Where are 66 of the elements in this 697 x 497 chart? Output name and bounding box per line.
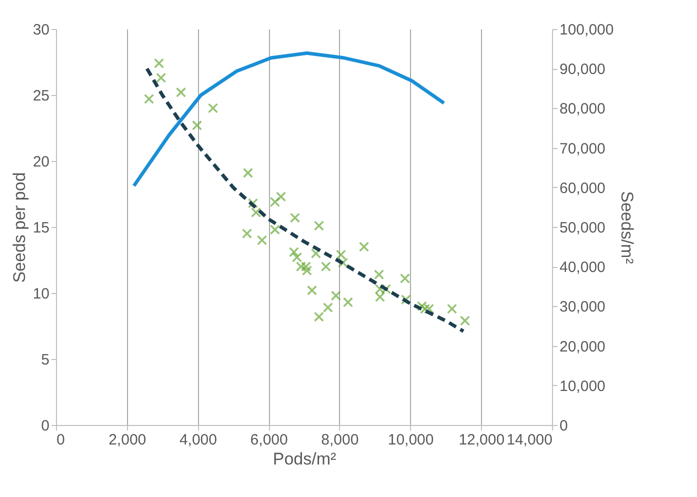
y2-tick-label: 80,000	[560, 100, 606, 118]
x-tick-label: 14,000	[506, 432, 552, 448]
x-tick-label: 4,000	[179, 432, 217, 448]
point	[400, 294, 412, 305]
y-tick-label: 15	[32, 220, 50, 236]
x-tick-label: 6,000	[250, 432, 288, 448]
point	[270, 224, 280, 235]
y2-tick-label: 20,000	[560, 338, 606, 356]
y-tick-label: 0	[41, 418, 50, 434]
point	[154, 58, 164, 68]
point	[144, 94, 154, 104]
point	[192, 120, 202, 130]
line-series	[132, 51, 446, 188]
point	[336, 250, 346, 260]
point	[242, 228, 252, 239]
point	[292, 252, 302, 262]
point	[288, 246, 300, 258]
point	[208, 103, 218, 114]
y-tick-label: 20	[32, 154, 50, 170]
y2-tick-label: 40,000	[560, 259, 606, 276]
point	[374, 292, 386, 302]
x-tick-label: 12,000	[458, 432, 505, 448]
y-axis-title: Seeds per pod	[10, 172, 29, 283]
point	[156, 72, 166, 83]
point	[446, 304, 458, 314]
x-axis-title: Pods/m²	[272, 450, 336, 468]
y-tick-label: 10	[32, 286, 50, 302]
x-tick-label: 2,000	[108, 432, 146, 448]
point	[276, 192, 286, 202]
x-tick-label: 0	[56, 432, 65, 448]
point	[176, 87, 186, 98]
point	[242, 168, 254, 178]
y2-axis-title: Seeds/m²	[618, 191, 637, 264]
y-tick-label: 5	[41, 352, 50, 368]
y2-tick-label: 50,000	[560, 220, 606, 236]
y2-tick-label: 90,000	[560, 61, 606, 78]
line-series	[145, 66, 466, 334]
y2-tick-label: 100,000	[560, 22, 614, 38]
point	[358, 242, 370, 252]
point	[330, 290, 342, 301]
x-tick-label: 8,000	[321, 432, 359, 448]
point	[460, 316, 470, 326]
point	[314, 220, 324, 231]
point	[314, 312, 324, 322]
y2-tick-label: 30,000	[560, 298, 606, 316]
point	[320, 262, 332, 272]
point	[322, 302, 334, 313]
point	[342, 297, 354, 308]
y-tick-label: 25	[32, 88, 50, 104]
point	[374, 269, 384, 280]
point	[338, 258, 348, 268]
y2-tick-label: 0	[560, 418, 568, 434]
y2-tick-label: 70,000	[560, 140, 606, 158]
point	[302, 265, 312, 276]
point	[400, 273, 410, 284]
y2-tick-label: 60,000	[560, 180, 606, 197]
point	[248, 198, 258, 208]
point	[290, 212, 300, 223]
point	[310, 248, 322, 258]
x-tick-label: 10,000	[388, 432, 434, 448]
y2-tick-label: 10,000	[560, 378, 606, 395]
point	[250, 207, 262, 218]
y-tick-label: 30	[32, 22, 50, 38]
point	[306, 285, 318, 296]
point	[256, 235, 268, 246]
point	[270, 196, 280, 208]
